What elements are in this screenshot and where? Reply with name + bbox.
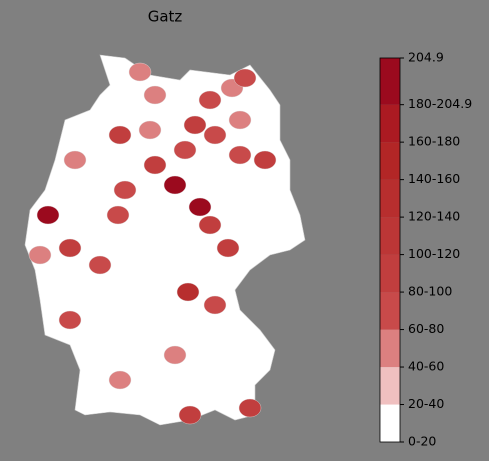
colorbar-label: 140-160 (408, 171, 460, 186)
region (143, 155, 167, 175)
colorbar-frame (379, 57, 401, 443)
colorbar-segment (380, 329, 400, 368)
colorbar-label: 120-140 (408, 209, 460, 224)
colorbar-segment (380, 404, 400, 442)
region (113, 180, 137, 200)
colorbar-label: 20-40 (408, 396, 444, 411)
colorbar-label: 180-204.9 (408, 96, 472, 111)
region (58, 238, 82, 258)
region (228, 145, 252, 165)
region (163, 175, 187, 195)
region (216, 238, 240, 258)
colorbar-segment (380, 254, 400, 293)
region (106, 205, 130, 225)
region (228, 110, 252, 130)
regions (28, 62, 277, 425)
region (233, 68, 257, 88)
region (188, 197, 212, 217)
region (28, 245, 52, 265)
region (198, 90, 222, 110)
region (36, 205, 60, 225)
region (176, 282, 200, 302)
region (88, 255, 112, 275)
colorbar-segment (380, 104, 400, 143)
colorbar-segment (380, 292, 400, 330)
region (128, 62, 152, 82)
colorbar-segment (380, 142, 400, 180)
colorbar-segment (380, 179, 400, 218)
colorbar-label: 80-100 (408, 284, 452, 299)
region (58, 310, 82, 330)
colorbar-label: 160-180 (408, 134, 460, 149)
region (138, 120, 162, 140)
region (178, 405, 202, 425)
region (63, 150, 87, 170)
region (108, 370, 132, 390)
colorbar-label: 100-120 (408, 246, 460, 261)
region (203, 125, 227, 145)
region (173, 140, 197, 160)
colorbar-segment (380, 367, 400, 405)
colorbar-segment (380, 217, 400, 255)
region (143, 85, 167, 105)
colorbar-label: 0-20 (408, 434, 436, 449)
region (183, 115, 207, 135)
region (253, 150, 277, 170)
colorbar-label: 204.9 (408, 50, 444, 65)
colorbar-label: 40-60 (408, 359, 444, 374)
colorbar-label: 60-80 (408, 321, 444, 336)
region (238, 398, 262, 418)
map-title: Gatz (148, 8, 183, 26)
region (198, 215, 222, 235)
region (108, 125, 132, 145)
region (163, 345, 187, 365)
colorbar: 0-20 20-40 40-60 60-80 80-100 100-120 120-140 1… (379, 50, 472, 449)
region (203, 295, 227, 315)
colorbar-segment (380, 58, 400, 105)
